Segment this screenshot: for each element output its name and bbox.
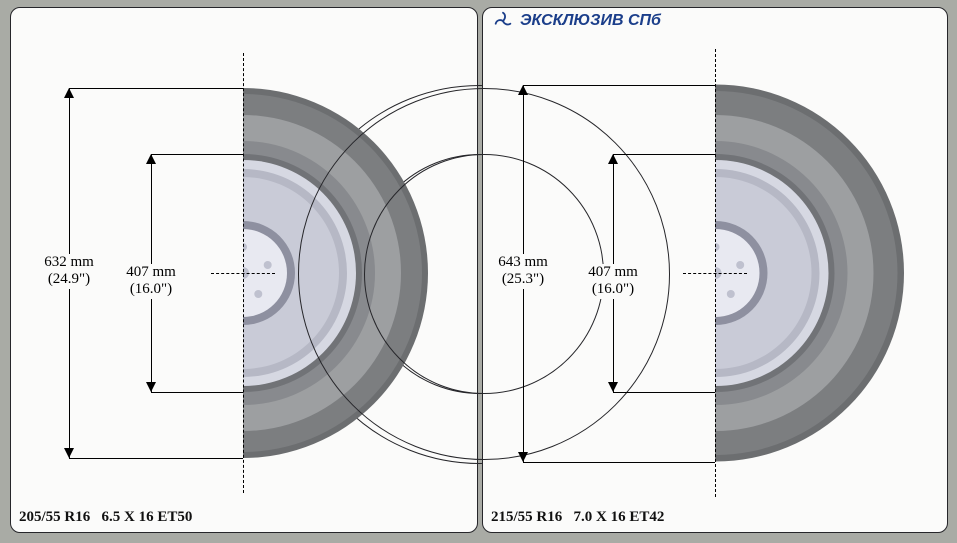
- wheel-right: [715, 8, 949, 528]
- wheel-spec-right: 7.0 X 16 ET42: [574, 509, 665, 525]
- ext-bot-outer-left: [69, 458, 243, 459]
- center-hline-left: [211, 273, 275, 274]
- brand-logo: ЭКСКЛЮЗИВ СПб: [492, 10, 661, 32]
- rim-mm-left: 407 mm: [111, 264, 191, 281]
- center-hline-right: [683, 273, 747, 274]
- outer-mm-left: 632 mm: [29, 254, 109, 271]
- panel-right: 643 mm (25.3") 407 mm (16.0") 215/55 R16…: [482, 7, 948, 533]
- ext-top-outer-left: [69, 88, 243, 89]
- dim-outer-right: 643 mm (25.3"): [483, 254, 563, 289]
- dim-rim-left: 407 mm (16.0"): [111, 264, 191, 299]
- caption-left: 205/55 R16 6.5 X 16 ET50: [19, 509, 192, 526]
- wheel-right-svg: [715, 8, 904, 528]
- rim-in-left: (16.0"): [111, 281, 191, 298]
- ext-bot-rim-right: [613, 392, 715, 393]
- dim-outer-left: 632 mm (24.9"): [29, 254, 109, 289]
- brand-logo-icon: [492, 10, 514, 32]
- ext-top-rim-left: [151, 154, 243, 155]
- ext-top-outer-right: [523, 85, 715, 86]
- caption-right: 215/55 R16 7.0 X 16 ET42: [491, 509, 664, 526]
- outer-in-right: (25.3"): [483, 271, 563, 288]
- rim-mm-right: 407 mm: [573, 264, 653, 281]
- outer-in-left: (24.9"): [29, 271, 109, 288]
- outer-mm-right: 643 mm: [483, 254, 563, 271]
- ext-top-rim-right: [613, 154, 715, 155]
- ext-bot-rim-left: [151, 392, 243, 393]
- tire-size-right: 215/55 R16: [491, 509, 562, 525]
- dim-rim-right: 407 mm (16.0"): [573, 264, 653, 299]
- ext-bot-outer-right: [523, 462, 715, 463]
- tire-size-left: 205/55 R16: [19, 509, 90, 525]
- wheel-spec-left: 6.5 X 16 ET50: [102, 509, 193, 525]
- brand-logo-text: ЭКСКЛЮЗИВ СПб: [520, 12, 661, 30]
- canvas: 632 mm (24.9") 407 mm (16.0") 205/55 R16…: [0, 0, 957, 543]
- rim-in-right: (16.0"): [573, 281, 653, 298]
